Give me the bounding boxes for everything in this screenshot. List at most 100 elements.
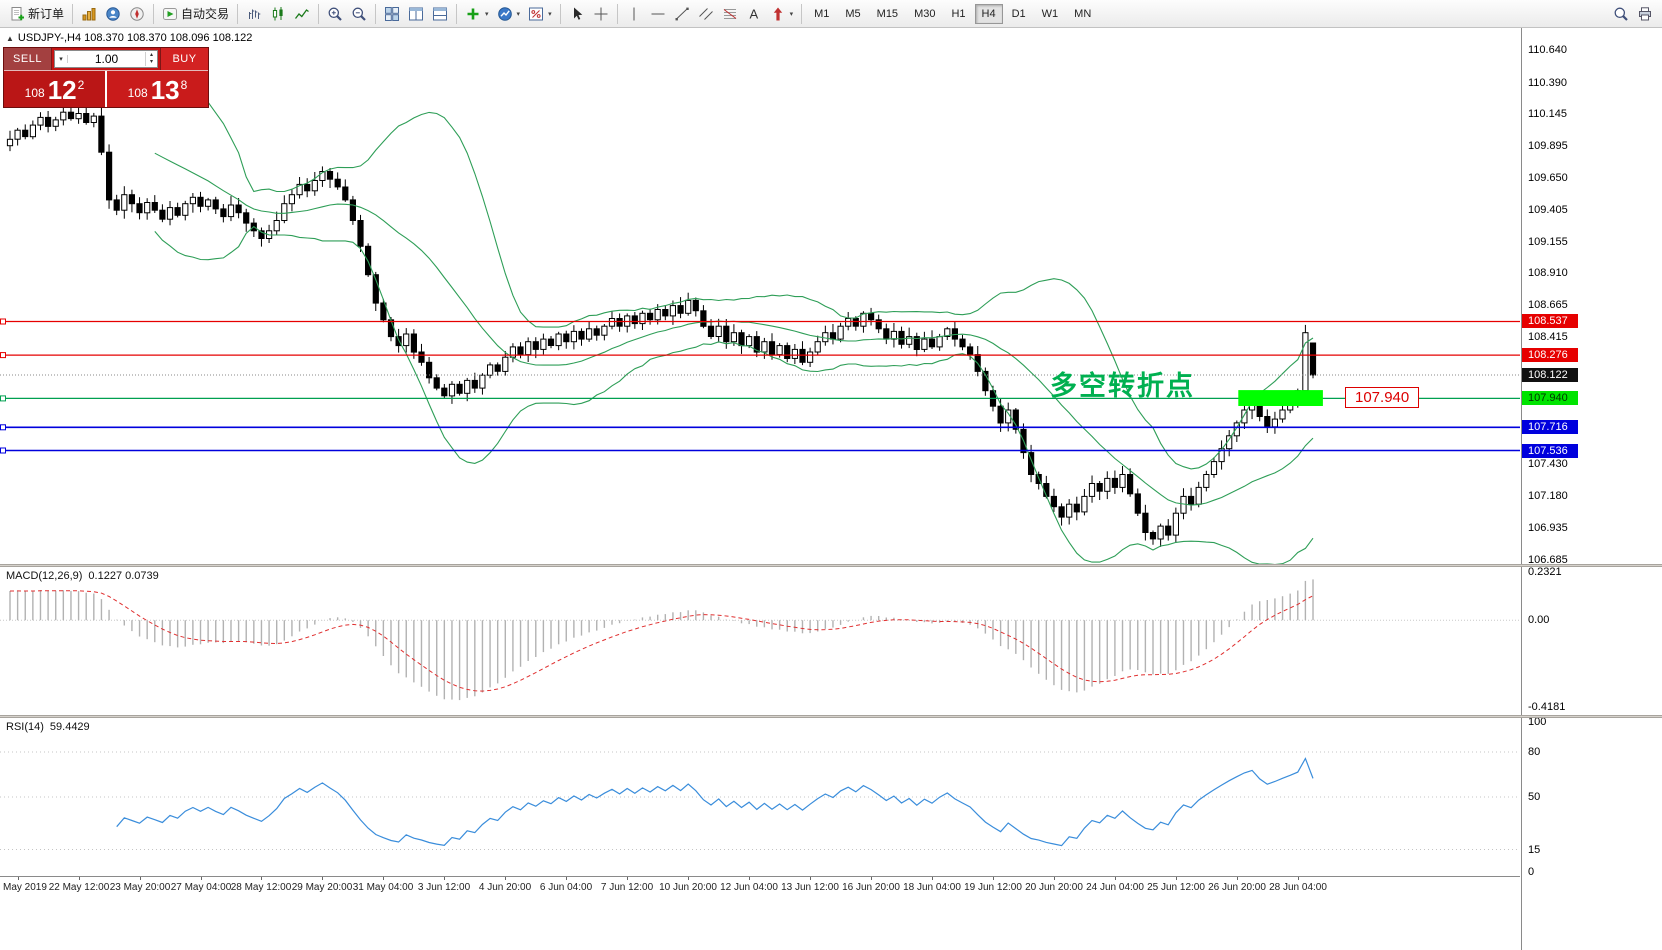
candle-body [395, 336, 402, 347]
cursor-button[interactable] [565, 2, 589, 25]
add-indicator-button[interactable]: ▾ [461, 2, 493, 25]
spin-down-icon[interactable]: ▾ [149, 59, 153, 65]
candle-body [1050, 495, 1058, 508]
chart-template-button[interactable]: ▾ [524, 2, 556, 25]
price-level-tag[interactable]: 107.940 [1345, 387, 1420, 408]
candle-body [159, 209, 166, 220]
autotrading-button[interactable]: 自动交易 [158, 2, 233, 25]
chevron-down-icon: ▾ [789, 10, 794, 18]
volume-dropdown-icon[interactable]: ▾ [55, 55, 68, 63]
candle-body [45, 116, 52, 127]
price-tick: 106.935 [1528, 522, 1568, 534]
candle-body [1309, 342, 1317, 376]
symbol-ohlc-text: USDJPY-,H4 108.370 108.370 108.096 108.1… [17, 32, 253, 44]
fibonacci-button[interactable] [718, 2, 742, 25]
candle-body [883, 328, 890, 340]
buy-button[interactable]: BUY [160, 48, 208, 70]
timeframe-m1-button[interactable]: M1 [814, 7, 830, 20]
candlestick-chart-button[interactable] [266, 2, 290, 25]
timeframe-mn-button[interactable]: MN [1074, 7, 1092, 20]
navigator-button[interactable] [125, 2, 149, 25]
sell-button[interactable]: SELL [4, 48, 52, 70]
zoom-out-button[interactable] [347, 2, 371, 25]
price-tick: 108.910 [1528, 267, 1568, 279]
candle-body [1279, 409, 1286, 420]
volume-spinner[interactable]: ▴ ▾ [145, 52, 157, 66]
candle-body [1188, 495, 1195, 505]
panel-splitter[interactable] [0, 564, 1662, 567]
timeframe-m15-button[interactable]: M15 [876, 7, 899, 20]
macd-signal-line [9, 590, 1314, 692]
rsi-label: RSI(14) 59.4429 [6, 721, 90, 733]
candle-body [136, 203, 143, 214]
candle-body [837, 325, 844, 340]
timeframe-m30-button[interactable]: M30 [914, 7, 936, 20]
price-scale[interactable]: 110.640 110.390 110.145 109.895 109.650 109.4… [1521, 28, 1662, 950]
chart-annotation-text[interactable]: 多空转折点 [1050, 371, 1195, 401]
buy-price-button[interactable]: 108 13 8 [107, 71, 208, 107]
candle-body [1233, 422, 1240, 437]
candle-body [647, 312, 654, 321]
vertical-line-button[interactable] [622, 2, 646, 25]
panel-splitter[interactable] [0, 715, 1662, 718]
arrow-objects-button[interactable]: ▾ [766, 2, 798, 25]
tile-windows-button[interactable] [380, 2, 404, 25]
rsi-canvas[interactable] [0, 718, 1520, 876]
toolbar-separator [801, 3, 803, 24]
macd-panel[interactable]: MACD(12,26,9) 0.1227 0.0739 [0, 567, 1520, 715]
zoom-in-button[interactable] [323, 2, 347, 25]
timeframe-m5-button[interactable]: M5 [845, 7, 861, 20]
candle-body [357, 220, 364, 247]
rsi-tick: 80 [1528, 746, 1541, 758]
highlight-zone[interactable] [1238, 390, 1323, 406]
price-chart-panel[interactable]: ▲ USDJPY-,H4 108.370 108.370 108.096 108.… [0, 28, 1520, 564]
arrange-vertical-button[interactable] [404, 2, 428, 25]
equidistant-channel-button[interactable] [694, 2, 718, 25]
text-label-button[interactable]: A [742, 2, 766, 25]
channel-icon [698, 6, 714, 22]
macd-canvas[interactable] [0, 567, 1520, 715]
market-watch-button[interactable] [101, 2, 125, 25]
search-button[interactable] [1609, 2, 1633, 25]
bar-chart-button[interactable] [242, 2, 266, 25]
volume-input[interactable]: ▾ 1.00 ▴ ▾ [54, 50, 158, 68]
timeframe-d1-button[interactable]: D1 [1011, 7, 1026, 20]
toolbar-separator [237, 3, 239, 24]
time-tick [1176, 877, 1177, 880]
crosshair-button[interactable] [589, 2, 613, 25]
candle-body [387, 319, 395, 338]
new-order-button[interactable]: 新订单 [5, 2, 68, 25]
time-label: 26 Jun 20:00 [1208, 882, 1266, 893]
time-label: 7 Jun 12:00 [600, 882, 654, 893]
price-label-107.716: 107.716 [1522, 420, 1578, 434]
trendline-button[interactable] [670, 2, 694, 25]
indicator-icon [497, 6, 513, 22]
macd-tick: 0.2321 [1528, 566, 1562, 578]
collapse-trade-panel-icon[interactable]: ▲ [6, 34, 14, 43]
timeframe-h4-button[interactable]: H4 [974, 3, 1003, 24]
arrange-horizontal-button[interactable] [428, 2, 452, 25]
price-chart-canvas[interactable] [0, 28, 1520, 564]
charts-button[interactable] [77, 2, 101, 25]
hline-anchor [0, 352, 6, 359]
price-tick: 109.405 [1528, 204, 1568, 216]
timeframe-h1-button[interactable]: H1 [951, 7, 966, 20]
bollinger-lower-band [154, 225, 1314, 564]
text-icon: A [746, 6, 762, 22]
rsi-panel[interactable]: RSI(14) 59.4429 [0, 718, 1520, 876]
time-label: 3 Jun 12:00 [417, 882, 471, 893]
print-button[interactable] [1633, 2, 1657, 25]
horizontal-line-button[interactable] [646, 2, 670, 25]
candle-body [334, 178, 341, 188]
timeframe-w1-button[interactable]: W1 [1041, 7, 1059, 20]
line-chart-button[interactable] [290, 2, 314, 25]
candle-body [868, 312, 875, 321]
timeframe-toolbar: M1 M5 M15 M30 H1 H4 D1 W1 MN [806, 3, 1099, 24]
indicator-list-button[interactable]: ▾ [493, 2, 525, 25]
sell-price-button[interactable]: 108 12 2 [4, 71, 107, 107]
price-tick: 109.155 [1528, 236, 1568, 248]
buy-price-sup: 8 [180, 78, 188, 92]
candle-body [685, 299, 692, 314]
spin-up-icon[interactable]: ▴ [149, 52, 153, 58]
